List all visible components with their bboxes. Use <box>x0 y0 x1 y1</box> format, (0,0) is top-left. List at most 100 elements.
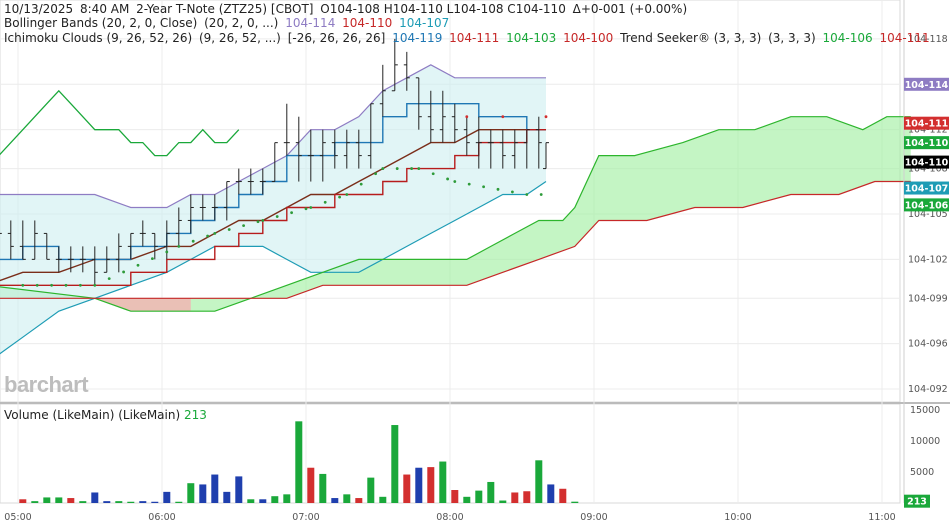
volume-bar <box>211 474 219 503</box>
ohlc-bar <box>271 142 278 183</box>
ohlc-bar <box>535 116 542 169</box>
price-tag-bg <box>904 136 949 150</box>
line-bb-lower <box>0 181 547 355</box>
volume-bar <box>55 497 63 503</box>
ohlc-bar <box>403 51 410 91</box>
trend-seeker-dot <box>151 257 154 261</box>
volume-bar <box>343 494 351 503</box>
trend-seeker-dot <box>539 193 543 196</box>
ohlc-bar <box>259 168 266 195</box>
volume-label[interactable]: Volume (LikeMain) <box>4 408 115 422</box>
volume-bar <box>175 501 183 503</box>
volume-bar <box>295 421 303 503</box>
trend-seeker-dot <box>122 270 125 274</box>
price-axis-label: 104-105 <box>908 209 948 220</box>
trend-seeker-dot <box>227 228 231 231</box>
trend-seeker-dot <box>345 193 349 196</box>
trend-seeker-params: (3, 3, 3) <box>768 31 816 45</box>
trend-seeker-dot <box>206 234 210 238</box>
ohlc-bar <box>391 38 398 92</box>
volume-bar <box>463 496 471 503</box>
volume-tag: 213 <box>904 494 930 508</box>
time-axis-label: 09:00 <box>580 512 607 523</box>
volume-bar <box>91 492 99 503</box>
price-tag: 104-110 <box>904 136 949 150</box>
ohlc-bar <box>319 129 326 182</box>
trend-seeker-dot <box>453 180 457 183</box>
volume-bar <box>523 491 531 503</box>
ohlc-bar <box>511 129 518 169</box>
ohlc-bar <box>331 129 338 169</box>
volume-bar <box>43 497 51 503</box>
ohlc-bar <box>211 194 218 221</box>
ohlc-bar <box>235 168 242 195</box>
volume-header[interactable]: Volume (LikeMain) (LikeMain) 213 <box>4 408 207 422</box>
volume-tag-bg <box>904 494 930 508</box>
trend-seeker-dot <box>467 182 471 186</box>
price-tag-text: 104-111 <box>905 119 949 130</box>
trend-seeker-dot <box>261 219 265 222</box>
ohlc-bar <box>367 103 374 169</box>
volume-bar <box>103 501 111 503</box>
trend-seeker-dot <box>323 200 327 204</box>
trend-seeker-dot <box>381 167 385 170</box>
ohlc-bar <box>543 142 549 170</box>
trend-seeker-label[interactable]: Trend Seeker® (3, 3, 3) <box>620 31 762 45</box>
trend-seeker-value-1: 104-106 <box>822 31 873 45</box>
price-tags: 104-114 104-111 104-110 104-110 104-107 104-1… <box>904 77 949 508</box>
bollinger-params: (20, 2, 0, ...) <box>204 16 279 30</box>
ohlc-bar <box>283 103 290 156</box>
trend-seeker-dots <box>21 115 548 287</box>
price-tag-bg <box>904 198 949 212</box>
volume-bar <box>439 461 447 503</box>
ichimoku-label[interactable]: Ichimoku Clouds (9, 26, 52, 26) <box>4 31 193 45</box>
volume-bar <box>379 496 387 503</box>
header-line-3[interactable]: Ichimoku Clouds (9, 26, 52, 26) (9, 26, … <box>4 31 933 45</box>
volume-bar <box>487 481 495 503</box>
trend-seeker-dot <box>107 277 111 281</box>
volume-bar <box>163 491 171 503</box>
volume-axis-label: 15000 <box>910 405 940 416</box>
header-change: Δ+0-001 (+0.00%) <box>572 2 688 16</box>
volume-bar <box>511 492 519 503</box>
volume-bar <box>259 499 267 503</box>
ohlc-bar <box>55 246 62 273</box>
header-line-1: 10/13/2025 8:40 AM 2-Year T-Note (ZTZ25)… <box>4 2 690 16</box>
volume-bar <box>139 501 147 503</box>
ohlc-bar <box>139 220 146 247</box>
bollinger-label[interactable]: Bollinger Bands (20, 2, 0, Close) <box>4 16 198 30</box>
ohlc-bar <box>115 233 122 273</box>
volume-bar <box>559 488 567 503</box>
trend-seeker-dot <box>304 207 308 211</box>
axes: 104-118104-115104-112104-108104-105104-1… <box>4 0 948 523</box>
trend-seeker-dot <box>50 283 53 287</box>
volume-bar <box>451 490 459 503</box>
ohlc-bar <box>247 168 254 195</box>
price-tag-bg <box>904 116 949 130</box>
ohlc-bar <box>475 116 482 169</box>
ohlc-bar <box>523 129 530 169</box>
trend-seeker-dot <box>410 167 413 170</box>
price-axis-label: 104-099 <box>908 293 948 304</box>
volume-value: 213 <box>183 408 207 422</box>
trend-seeker-dot <box>136 263 140 267</box>
volume-bar <box>31 501 39 503</box>
price-tag: 104-111 <box>904 116 949 130</box>
ohlc-bar <box>91 246 98 286</box>
ichimoku-cloud <box>0 116 911 312</box>
volume-axis-label: 5000 <box>910 467 934 478</box>
trend-seeker-dot <box>338 195 341 199</box>
ohlc-bar <box>103 246 110 273</box>
bollinger-band-fill <box>0 64 546 354</box>
ohlc-bar <box>499 129 506 169</box>
price-bars <box>0 38 549 286</box>
bollinger-middle-value: 104-110 <box>342 16 393 30</box>
ohlc-bar <box>427 90 434 143</box>
price-axis-label: 104-102 <box>908 254 948 265</box>
price-tag-text: 104-110 <box>905 138 949 149</box>
price-tag-bg <box>904 77 949 91</box>
header-line-2[interactable]: Bollinger Bands (20, 2, 0, Close) (20, 2… <box>4 16 452 30</box>
ohlc-bar <box>307 129 314 182</box>
volume-bar <box>367 477 375 503</box>
